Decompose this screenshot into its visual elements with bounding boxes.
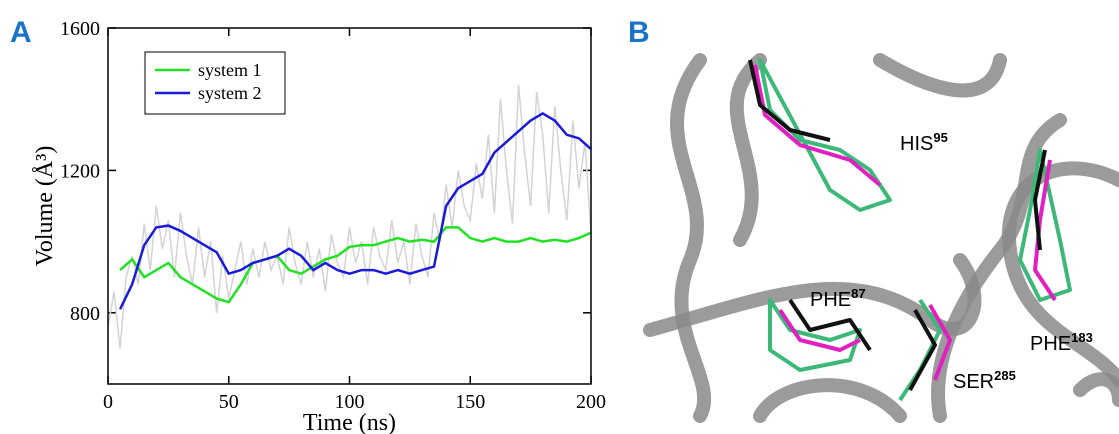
x-tick-label: 200 [576,391,606,413]
residue [753,64,882,187]
structure-image: HIS95 PHE87 SER285 PHE183 [643,52,1119,423]
sticks [748,58,1072,402]
residue-label: HIS95 [900,130,948,155]
legend-label: system 2 [198,83,262,103]
residue-name: SER [953,371,994,393]
ribbon [1001,161,1119,387]
residue [788,298,872,352]
panel-label: A [10,16,32,49]
legend-box [144,51,286,115]
ribbon [643,253,982,337]
x-tick-label: 100 [335,391,365,413]
ribbon [873,53,1007,98]
y-tick-label: 1200 [60,160,100,182]
residue-number: 183 [1071,330,1093,345]
residue [778,308,861,352]
residue-number: 95 [933,130,947,145]
ribbon [729,53,767,247]
residue [908,309,937,391]
x-axis-label: Time (ns) [303,410,396,434]
series-line [119,226,592,304]
plot-frame [107,27,592,385]
ribbon [670,53,712,423]
residue-number: 285 [994,368,1016,383]
residue-label: PHE87 [810,286,866,311]
residue-number: 87 [851,286,865,301]
residue [748,59,831,142]
y-axis-label: Volume (Å³) [32,146,58,267]
ribbon [1073,372,1119,407]
residue [1018,148,1072,302]
ribbon [753,378,907,423]
panel-label: B [628,16,650,49]
residue-name: HIS [900,133,933,155]
legend-label: system 1 [198,60,262,80]
x-tick-label: 50 [219,391,239,413]
y-tick-label: 1600 [60,18,100,40]
residue-name: PHE [810,289,851,311]
x-tick-label: 150 [455,391,485,413]
series-line [107,84,592,349]
image-bg [650,52,1119,416]
residue-label: PHE183 [1030,330,1093,355]
residue-name: PHE [1030,333,1071,355]
x-tick-label: 0 [103,391,113,413]
series-line [118,111,592,310]
residue [928,304,952,381]
residue [1033,149,1047,251]
y-tick-label: 800 [70,303,100,325]
residue-label: SER285 [953,368,1016,393]
